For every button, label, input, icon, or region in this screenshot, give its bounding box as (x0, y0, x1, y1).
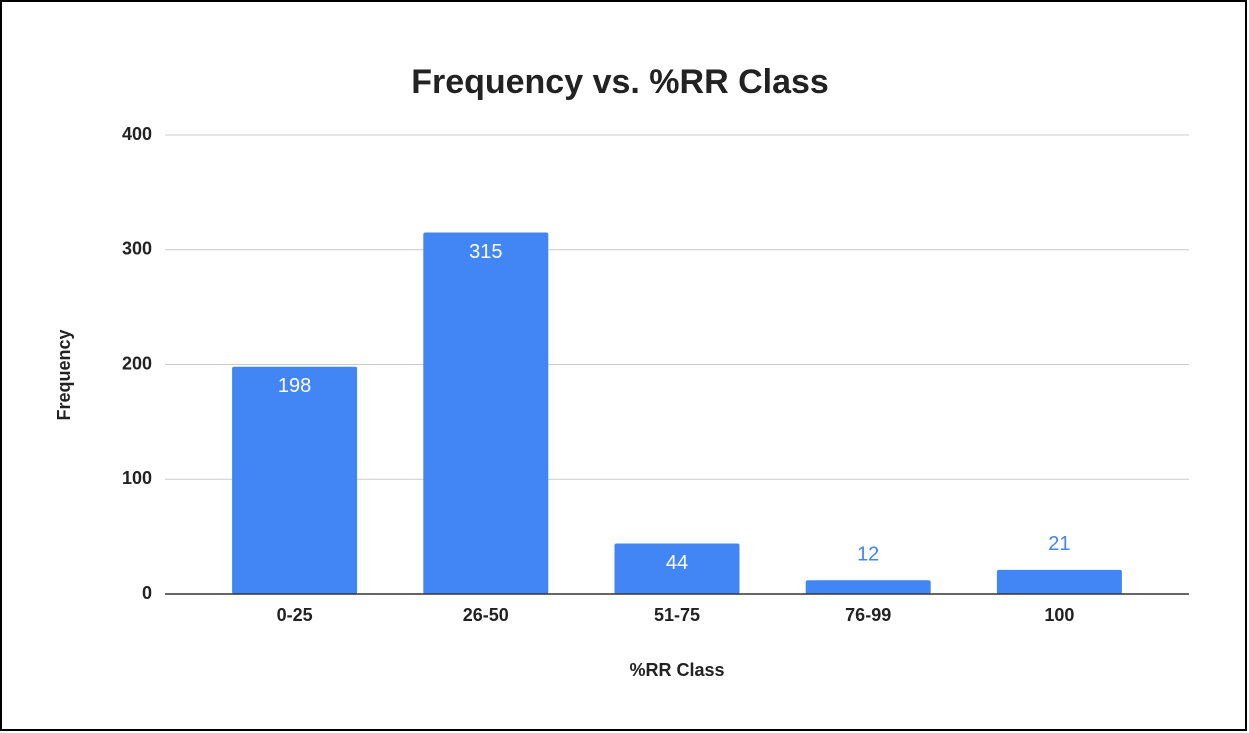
x-tick-label: 51-75 (654, 605, 700, 625)
bar (805, 580, 931, 594)
bar (232, 366, 358, 594)
data-label: 315 (469, 241, 502, 263)
chart-title: Frequency vs. %RR Class (411, 63, 829, 101)
data-label: 44 (666, 552, 688, 574)
bar (614, 543, 740, 594)
y-axis-title: Frequency (54, 329, 74, 420)
y-tick-label: 200 (122, 353, 152, 373)
x-tick-label: 0-25 (277, 605, 313, 625)
data-label: 198 (278, 375, 311, 397)
x-tick-label: 76-99 (845, 605, 891, 625)
y-tick-label: 100 (122, 468, 152, 488)
y-tick-label: 400 (122, 124, 152, 144)
bar (423, 232, 549, 594)
y-tick-label: 0 (142, 583, 152, 603)
data-label: 12 (857, 544, 879, 566)
x-axis-title: %RR Class (629, 660, 724, 680)
bar (996, 569, 1122, 594)
x-tick-label: 26-50 (463, 605, 509, 625)
data-label: 21 (1048, 533, 1070, 555)
x-tick-label: 100 (1044, 605, 1074, 625)
y-tick-label: 300 (122, 239, 152, 259)
